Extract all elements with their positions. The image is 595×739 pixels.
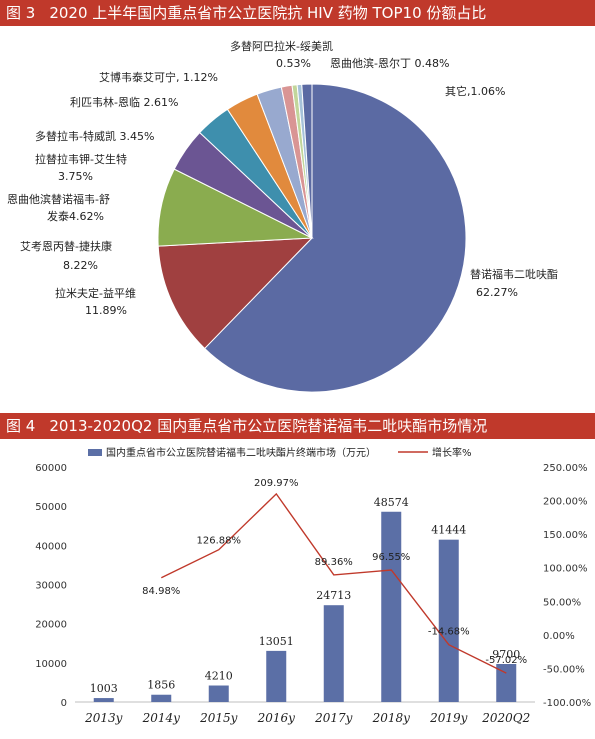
bar-value-label: 13051 [259,635,294,648]
pie-value-label: 8.22% [63,259,98,272]
y-right-tick: 0.00% [543,631,575,642]
bar [381,511,402,702]
x-category-label: 2015y [199,711,238,725]
growth-value-label: -14.68% [428,627,470,638]
bar-value-label: 1003 [90,682,118,695]
legend-bar-swatch [88,449,102,456]
y-right-tick: 150.00% [543,530,588,541]
y-left-tick: 0 [61,698,67,709]
pie-slice [301,83,313,239]
pie-value-label: 3.75% [58,170,93,183]
pie-chart: 替诺福韦二吡呋酯 62.27% 拉米夫定-益平维 11.89% 艾考恩丙替-捷扶康 8.2… [7,39,558,393]
bar [323,605,344,702]
bar-value-label: 24713 [316,589,351,602]
pie-label: 多替阿巴拉米-绥美凯 [230,39,333,53]
growth-value-label: 89.36% [315,557,353,568]
pie-label: 替诺福韦二吡呋酯 [470,267,558,281]
bar [496,664,517,702]
x-category-label: 2017y [314,711,353,725]
legend-line-label: 增长率% [432,446,472,459]
figure3-title: 2020 上半年国内重点省市公立医院抗 HIV 药物 TOP10 份额占比 [49,4,487,22]
pie-label: 其它,1.06% [445,84,505,98]
x-category-label: 2013y [84,711,123,725]
pie-value-label: 62.27% [476,286,518,299]
bar-value-label: 9700 [492,648,520,661]
figure3-banner: 图 3 2020 上半年国内重点省市公立医院抗 HIV 药物 TOP10 份额占比 [0,0,595,26]
pie-label: 艾博韦泰艾可宁, 1.12% [99,70,218,84]
figure4-number: 图 4 [6,417,36,435]
bar-line-chart: 国内重点省市公立医院替诺福韦二吡呋酯片终端市场（万元） 增长率% 0 10000 200… [35,446,591,725]
growth-value-label: -57.02% [485,655,527,666]
pie-value-label: 0.53% [276,57,311,70]
pie-label: 拉替拉韦钾-艾生特 [35,152,127,166]
y-right-tick: -100.00% [543,698,591,709]
y-right-tick: 250.00% [543,463,588,474]
bar [93,698,114,702]
y-left-tick: 10000 [35,659,67,670]
figure3-number: 图 3 [6,4,36,22]
bar [266,650,287,702]
y-left-tick: 60000 [35,463,67,474]
pie-label: 拉米夫定-益平维 [55,286,136,300]
pie-label: 发泰4.62% [47,209,104,223]
growth-value-label: 209.97% [254,478,299,489]
y-right-tick: 100.00% [543,564,588,575]
y-right-tick: 50.00% [543,597,581,608]
x-category-label: 2018y [372,711,411,725]
pie-label: 利匹韦林-恩临 2.61% [70,95,178,109]
pie-label: 多替拉韦-特威凯 3.45% [35,129,154,143]
growth-value-label: 96.55% [372,552,410,563]
growth-value-label: 126.88% [197,536,242,547]
x-category-label: 2014y [142,711,181,725]
x-category-label: 2020Q2 [481,711,530,725]
y-left-tick: 50000 [35,502,67,513]
pie-value-label: 11.89% [85,304,127,317]
x-category-label: 2016y [257,711,296,725]
x-category-label: 2019y [429,711,468,725]
y-left-tick: 30000 [35,581,67,592]
bar-value-label: 1856 [147,679,175,692]
pie-slice [203,83,467,393]
pie-slice [157,237,314,350]
pie-label: 艾考恩丙替-捷扶康 [20,239,112,253]
bar-value-label: 41444 [431,524,466,537]
y-right-tick: 200.00% [543,497,588,508]
y-right-tick: -50.00% [543,664,585,675]
y-left-tick: 40000 [35,541,67,552]
bar [438,539,459,702]
bar-value-label: 4210 [205,670,233,683]
growth-line [160,492,507,674]
bar-value-label: 48574 [374,496,409,509]
growth-value-label: 84.98% [142,586,180,597]
figure4-title: 2013-2020Q2 国内重点省市公立医院替诺福韦二吡呋酯市场情况 [49,417,488,435]
bar [151,694,172,702]
legend-bar-label: 国内重点省市公立医院替诺福韦二吡呋酯片终端市场（万元） [106,446,376,459]
pie-label: 恩曲他滨-恩尔丁 0.48% [330,56,449,70]
bar [208,685,229,702]
y-left-tick: 20000 [35,620,67,631]
figure4-banner: 图 4 2013-2020Q2 国内重点省市公立医院替诺福韦二吡呋酯市场情况 [0,413,595,439]
pie-label: 恩曲他滨替诺福韦-舒 [7,192,110,206]
